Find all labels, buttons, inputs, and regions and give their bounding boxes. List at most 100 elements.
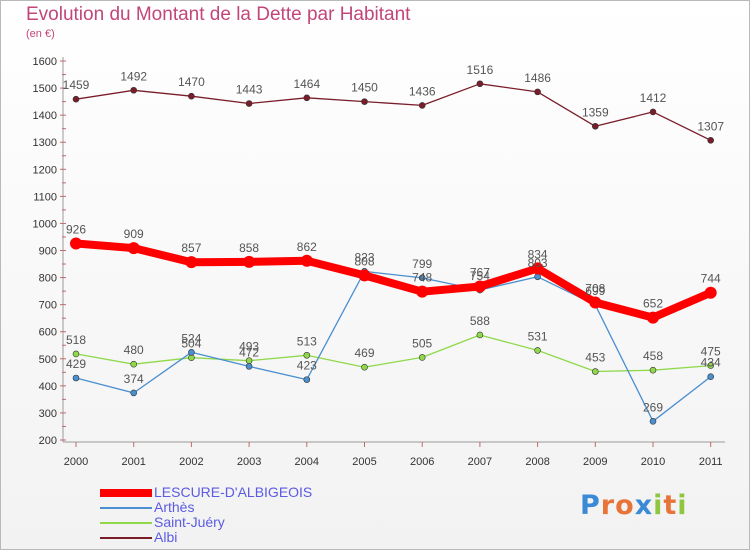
chart-series [70, 80, 717, 425]
legend-label: LESCURE-D'ALBIGEOIS [154, 484, 313, 500]
data-label: 480 [124, 343, 144, 357]
data-point [72, 350, 80, 358]
y-tick-label: 800 [39, 273, 57, 285]
data-label: 652 [643, 297, 663, 311]
x-tick-label: 2000 [64, 456, 88, 468]
data-point [476, 80, 484, 88]
x-tick-label: 2008 [525, 456, 549, 468]
data-point [649, 418, 657, 425]
data-label: 1464 [293, 77, 320, 91]
data-label: 513 [297, 334, 317, 348]
data-point [707, 373, 715, 380]
logo-letter: i [677, 490, 688, 521]
data-point [418, 274, 426, 282]
data-label: 374 [124, 372, 144, 386]
legend-label: Arthès [154, 499, 195, 515]
data-label: 1486 [524, 71, 551, 85]
legend-swatch [100, 522, 152, 524]
data-point [303, 351, 311, 359]
series-line [75, 83, 712, 141]
data-point [127, 242, 140, 255]
x-tick-label: 2010 [641, 456, 665, 468]
y-tick-label: 1300 [33, 137, 57, 149]
data-point [130, 86, 137, 94]
data-point [70, 237, 82, 250]
data-point [300, 254, 313, 267]
proxiti-logo: Proxiti [580, 490, 688, 521]
data-point [534, 347, 541, 354]
data-label: 708 [585, 281, 605, 295]
data-label: 469 [354, 346, 374, 360]
data-point [361, 363, 368, 371]
data-label: 767 [470, 266, 490, 280]
series-line [72, 239, 715, 322]
data-label: 1412 [640, 91, 667, 105]
data-point [589, 296, 602, 309]
x-tick-label: 2004 [295, 456, 319, 468]
data-label: 505 [412, 336, 432, 350]
y-tick-label: 1000 [33, 218, 57, 230]
data-point [647, 311, 659, 324]
data-label: 857 [181, 241, 201, 255]
logo-letter: P [580, 490, 601, 521]
y-tick-label: 200 [39, 435, 57, 447]
data-label: 909 [124, 227, 144, 241]
chart-axes: 200 300 400 500 600 700 800 900 1000 1100 1200 1300… [33, 56, 725, 468]
data-point [72, 95, 80, 103]
x-tick-label: 2005 [352, 456, 376, 468]
data-label: 1459 [63, 78, 90, 92]
data-label: 858 [239, 241, 259, 255]
data-label: 518 [66, 333, 86, 347]
data-label: 834 [528, 247, 548, 261]
data-point [185, 256, 198, 269]
data-label: 799 [412, 257, 432, 271]
y-tick-label: 1400 [33, 110, 57, 122]
data-label: 493 [239, 340, 259, 354]
logo-letter: o [615, 490, 635, 521]
data-label: 1450 [351, 81, 378, 95]
data-label: 472 [239, 345, 259, 359]
data-point [649, 108, 657, 116]
data-point [361, 98, 368, 105]
data-label: 531 [528, 329, 548, 343]
data-label: 429 [66, 357, 86, 371]
logo-letter: t [663, 490, 678, 521]
data-label: 453 [585, 351, 605, 365]
data-point [418, 102, 426, 109]
x-tick-label: 2001 [121, 456, 145, 468]
data-point [707, 137, 715, 144]
x-tick-label: 2006 [410, 456, 434, 468]
x-tick-label: 2003 [237, 456, 261, 468]
legend-label: Saint-Juéry [154, 514, 225, 530]
logo-letter: i [653, 490, 664, 521]
data-point [591, 122, 599, 130]
series-line [75, 270, 712, 422]
y-tick-label: 400 [39, 381, 57, 393]
data-point [245, 100, 253, 107]
data-label: 699 [585, 284, 605, 298]
data-point [358, 269, 371, 282]
chart-data-labels: 1459 1492 1470 1443 1464 1450 1436 1516 1486 1359… [63, 63, 725, 415]
data-label: 434 [701, 356, 721, 370]
data-point [707, 362, 715, 369]
data-label: 803 [528, 256, 548, 270]
data-point [130, 360, 137, 368]
data-label: 1436 [409, 84, 436, 98]
logo-letter: r [600, 490, 616, 521]
data-point [531, 262, 544, 275]
data-point [303, 94, 311, 102]
data-point [243, 255, 256, 268]
data-point [72, 374, 80, 382]
y-tick-label: 500 [39, 354, 57, 366]
data-point [534, 88, 541, 96]
data-label: 926 [66, 222, 86, 236]
data-label: 1443 [236, 83, 263, 97]
data-label: 1492 [120, 69, 147, 83]
data-point [704, 286, 717, 299]
data-label: 808 [354, 254, 374, 268]
chart-title: Evolution du Montant de la Dette par Hab… [26, 4, 411, 25]
data-point [473, 280, 486, 293]
data-label: 744 [701, 272, 721, 286]
data-label: 748 [412, 271, 432, 285]
